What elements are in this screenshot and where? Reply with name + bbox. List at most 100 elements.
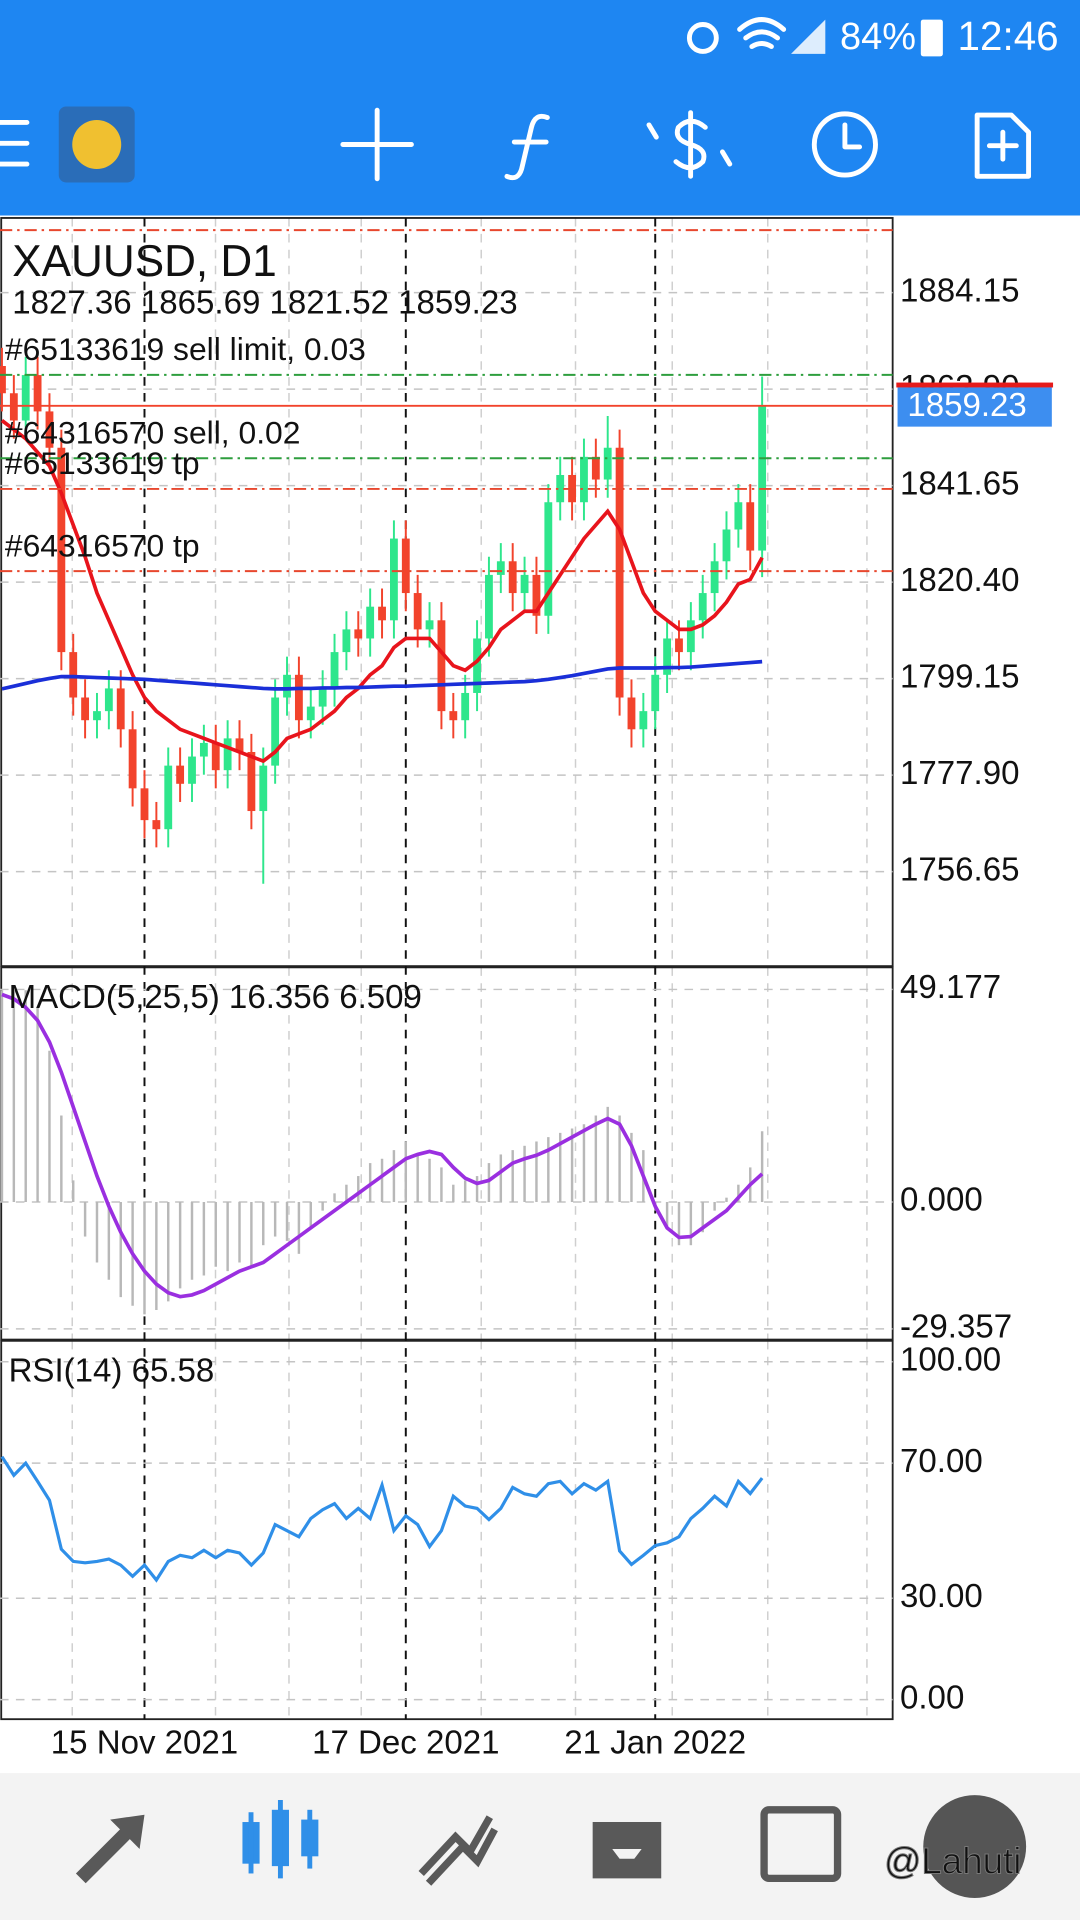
logo-mark — [72, 120, 122, 169]
messages-tab[interactable] — [923, 1795, 1027, 1898]
candle-body — [247, 752, 256, 812]
candle-body — [615, 447, 624, 698]
candle-body — [176, 765, 185, 784]
crosshair-button[interactable] — [340, 107, 414, 182]
y-tick-label: 1777.90 — [900, 755, 1019, 792]
candle-body — [9, 393, 18, 421]
wifi-icon — [737, 17, 787, 49]
candle-body — [722, 529, 731, 562]
chart-tab[interactable] — [242, 1800, 319, 1879]
candle-body — [675, 638, 683, 653]
candle-body — [128, 729, 137, 789]
candle-body — [116, 688, 125, 730]
candle-body — [81, 697, 90, 721]
panel-frame — [0, 217, 894, 968]
candle-body — [603, 447, 612, 480]
y-tick-label: 70.00 — [900, 1443, 983, 1480]
y-tick-label: 1756.65 — [900, 851, 1019, 888]
price-tag-label: 1859.23 — [907, 387, 1026, 424]
ohlc-label: 1827.36 1865.69 1821.52 1859.23 — [12, 285, 517, 322]
indicator-title: MACD(5,25,5) 16.356 6.509 — [9, 979, 422, 1016]
candle-body — [508, 561, 517, 594]
candle-body — [188, 756, 196, 784]
indicator-title: RSI(14) 65.58 — [9, 1352, 215, 1389]
news-tab[interactable] — [760, 1806, 842, 1883]
battery-level: 84% — [840, 16, 916, 58]
candle-body — [556, 474, 565, 503]
y-tick-label: 1841.65 — [900, 465, 1019, 502]
order-label: #64316570 sell, 0.02 — [5, 414, 301, 450]
history-tab[interactable] — [592, 1822, 662, 1879]
toolbar — [0, 106, 1032, 183]
candle-body — [461, 692, 470, 721]
candle-body — [33, 375, 42, 412]
candle-body — [306, 706, 315, 721]
trade-tab[interactable] — [418, 1815, 498, 1886]
moving-average — [0, 419, 764, 764]
y-tick-label: 100.00 — [900, 1341, 1001, 1378]
candle-body — [318, 688, 327, 707]
candle-body — [57, 447, 66, 653]
candle-body — [473, 638, 481, 693]
candle-body — [639, 711, 648, 730]
candle-body — [686, 620, 695, 653]
trade-button[interactable] — [646, 110, 733, 179]
candle-body — [734, 502, 743, 530]
candle-body — [746, 502, 755, 551]
y-tick-label: 1799.15 — [900, 658, 1019, 695]
candle-body — [45, 411, 54, 448]
candle-body — [259, 765, 268, 812]
y-tick-label: -29.357 — [900, 1309, 1012, 1346]
plot: 1884.151862.901841.651820.401799.151777.… — [0, 217, 1054, 1762]
indicators-button[interactable] — [504, 113, 550, 181]
candle-body — [449, 711, 458, 721]
objects-button[interactable] — [974, 112, 1032, 179]
candle-body — [152, 820, 161, 830]
timeframe-button[interactable] — [811, 111, 878, 178]
x-tick-label: 15 Nov 2021 — [51, 1725, 238, 1762]
candle-body — [21, 375, 30, 421]
candle-body — [140, 788, 149, 821]
y-tick-label: 30.00 — [900, 1578, 983, 1615]
candle-body — [437, 620, 446, 712]
candle-body — [199, 742, 208, 757]
nav-icons — [75, 1795, 1027, 1898]
candle-body — [223, 738, 232, 771]
y-tick-label: 1820.40 — [900, 562, 1019, 599]
bottom-nav — [0, 1773, 1080, 1920]
x-tick-label: 17 Dec 2021 — [312, 1725, 499, 1762]
candle-body — [366, 606, 375, 639]
rsi-line — [0, 1455, 764, 1583]
panel-frame — [0, 1339, 894, 1721]
candle-body — [532, 574, 541, 616]
candle-body — [485, 574, 493, 639]
candle-body — [698, 593, 707, 621]
quotes-tab[interactable] — [75, 1814, 145, 1884]
ask-marker — [896, 382, 1054, 388]
alarm-icon — [686, 22, 719, 54]
order-label: #64316570 tp — [5, 527, 200, 563]
menu-button[interactable] — [0, 120, 30, 167]
candle-body — [211, 742, 220, 771]
candle-body — [342, 629, 351, 653]
candle-body — [378, 606, 386, 621]
candle-body — [330, 652, 339, 689]
order-label: #65133619 tp — [5, 445, 200, 481]
candle-body — [271, 697, 280, 766]
x-tick-label: 21 Jan 2022 — [564, 1725, 746, 1762]
clock-hands — [842, 122, 863, 150]
signal-line — [1, 992, 764, 1299]
candle-body — [401, 538, 410, 594]
price-tag — [897, 387, 1052, 427]
chart-title: XAUUSD, D1 — [12, 237, 277, 286]
candle-body — [580, 456, 588, 503]
y-tick-label: 49.177 — [900, 969, 1001, 1006]
candle-body — [651, 674, 660, 712]
candle-body — [413, 593, 422, 630]
candle-body — [0, 366, 6, 394]
candle-body — [283, 674, 291, 698]
chart-area — [0, 215, 1080, 1774]
y-tick-label: 1884.15 — [900, 272, 1019, 309]
y-tick-label: 0.000 — [900, 1182, 983, 1219]
